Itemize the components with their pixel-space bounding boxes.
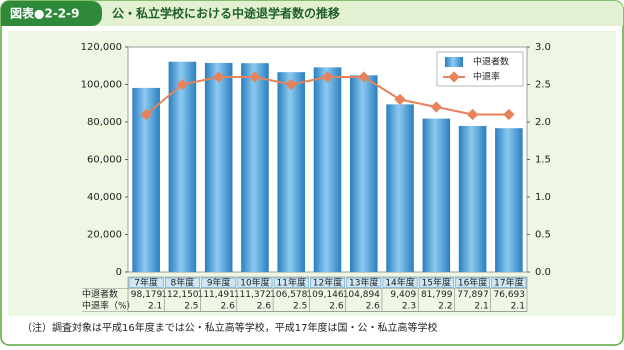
x-tick-label: 10年度 bbox=[240, 276, 269, 288]
value-label: 76,693 bbox=[494, 290, 526, 300]
value-label: 98,179 bbox=[131, 290, 163, 300]
y-tick-label: 120,000 bbox=[81, 42, 122, 53]
value-label: 9,409 bbox=[390, 290, 416, 300]
value-label: 106,578 bbox=[270, 290, 307, 300]
value-label: 2.2 bbox=[438, 301, 452, 311]
value-label: 2.6 bbox=[220, 301, 235, 311]
x-tick-label: 16年度 bbox=[458, 276, 487, 288]
category-cell bbox=[455, 277, 491, 288]
category-cell bbox=[164, 277, 200, 288]
value-label: 2.6 bbox=[257, 301, 272, 311]
legend-label: 中退者数 bbox=[473, 56, 509, 68]
bar bbox=[422, 118, 451, 272]
x-tick-label: 7年度 bbox=[134, 276, 158, 288]
category-cell bbox=[418, 277, 454, 288]
y2-tick-label: 2.0 bbox=[535, 117, 551, 128]
value-label: 81,799 bbox=[421, 290, 453, 300]
y-tick-label: 80,000 bbox=[87, 117, 122, 128]
value-label: 2.5 bbox=[184, 301, 198, 311]
value-label: 2.3 bbox=[402, 301, 416, 311]
note: （注）調査対象は平成16年度までは公・私立高等学校，平成17年度は国・公・私立高… bbox=[22, 321, 437, 334]
bar bbox=[204, 62, 233, 272]
category-cell bbox=[346, 277, 382, 288]
bar bbox=[277, 72, 306, 272]
x-tick-label: 12年度 bbox=[313, 276, 342, 288]
bar bbox=[458, 125, 487, 273]
value-label: 104,894 bbox=[343, 290, 380, 300]
x-tick-label: 15年度 bbox=[422, 276, 451, 288]
value-label: 77,897 bbox=[457, 290, 489, 300]
category-cell bbox=[237, 277, 273, 288]
value-label: 2.1 bbox=[474, 301, 488, 311]
x-tick-label: 8年度 bbox=[171, 276, 195, 288]
y-tick-label: 60,000 bbox=[87, 155, 122, 166]
value-label: 111,491 bbox=[198, 290, 235, 300]
x-tick-label: 17年度 bbox=[494, 276, 523, 288]
header-label: 図表●2-2-9 bbox=[10, 6, 79, 21]
x-tick-label: 11年度 bbox=[277, 276, 306, 288]
legend-swatch bbox=[445, 57, 463, 67]
value-label: 2.6 bbox=[366, 301, 381, 311]
value-label: 112,150 bbox=[161, 290, 198, 300]
bar bbox=[349, 75, 378, 272]
y-tick-label: 20,000 bbox=[87, 230, 122, 241]
x-tick-label: 14年度 bbox=[385, 276, 414, 288]
y2-tick-label: 0.5 bbox=[535, 230, 551, 241]
header-label-bg bbox=[1, 1, 102, 26]
header-bar bbox=[1, 1, 623, 26]
legend-label: 中退率 bbox=[473, 71, 500, 83]
value-label: 2.1 bbox=[511, 301, 525, 311]
header-title: 公・私立学校における中途退学者数の推移 bbox=[112, 6, 340, 21]
y2-tick-label: 1.5 bbox=[535, 155, 551, 166]
y-tick-label: 40,000 bbox=[87, 192, 122, 203]
y-tick-label: 100,000 bbox=[81, 80, 122, 91]
x-tick-label: 13年度 bbox=[349, 276, 378, 288]
category-cell bbox=[382, 277, 418, 288]
bar bbox=[386, 104, 414, 272]
value-label: 2.6 bbox=[329, 301, 344, 311]
category-cell bbox=[491, 277, 527, 288]
value-label: 111,372 bbox=[234, 290, 271, 300]
category-cell bbox=[310, 277, 345, 288]
category-cell bbox=[273, 277, 309, 288]
value-label: 2.5 bbox=[293, 301, 307, 311]
value-label: 109,146 bbox=[306, 290, 343, 300]
bar bbox=[168, 61, 197, 272]
value-label: 2.1 bbox=[148, 301, 162, 311]
row-label: 中退率（%） bbox=[82, 299, 136, 311]
row-label: 中退者数 bbox=[82, 288, 118, 300]
y2-tick-label: 1.0 bbox=[535, 192, 551, 203]
bar bbox=[495, 128, 523, 272]
bar bbox=[313, 67, 342, 272]
y2-tick-label: 0.0 bbox=[535, 267, 551, 278]
x-tick-label: 9年度 bbox=[207, 276, 231, 288]
y2-tick-label: 3.0 bbox=[535, 42, 551, 53]
bar bbox=[241, 63, 269, 272]
category-cell bbox=[128, 277, 164, 288]
y2-tick-label: 2.5 bbox=[535, 80, 551, 91]
category-cell bbox=[201, 277, 237, 288]
y-tick-label: 0 bbox=[116, 267, 122, 278]
